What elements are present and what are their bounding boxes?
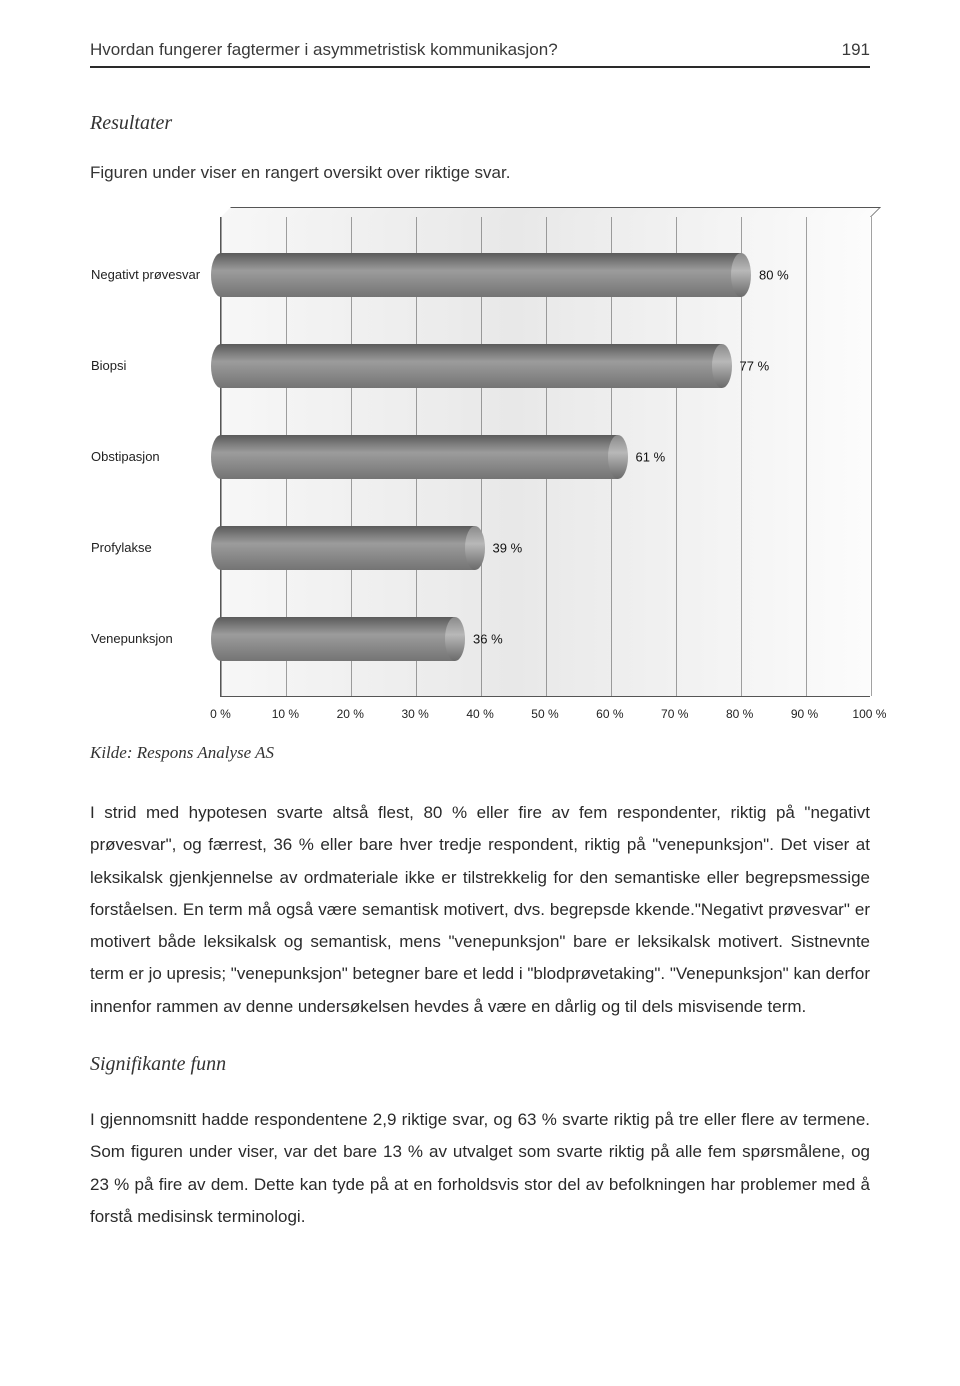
bar-category-label: Negativt prøvesvar: [91, 267, 211, 282]
x-tick-label: 0 %: [210, 707, 231, 721]
bar-cap-left: [211, 526, 231, 570]
section-heading-resultater: Resultater: [90, 112, 870, 135]
bar-value-label: 39 %: [493, 540, 523, 555]
x-tick-label: 40 %: [466, 707, 493, 721]
x-tick: 80 %: [739, 707, 740, 719]
body-paragraph-2: I gjennomsnitt hadde respondentene 2,9 r…: [90, 1104, 870, 1233]
bar-cap-left: [211, 617, 231, 661]
x-tick-label: 30 %: [401, 707, 428, 721]
x-tick-label: 70 %: [661, 707, 688, 721]
x-tick-label: 100 %: [852, 707, 886, 721]
x-tick: 70 %: [674, 707, 675, 719]
bar-row: Negativt prøvesvar80 %: [221, 245, 870, 305]
chart-source: Kilde: Respons Analyse AS: [90, 743, 870, 763]
x-tick-label: 50 %: [531, 707, 558, 721]
figure-intro: Figuren under viser en rangert oversikt …: [90, 163, 870, 183]
bar-value-label: 61 %: [636, 449, 666, 464]
x-tick-label: 10 %: [272, 707, 299, 721]
bar: 80 %: [221, 253, 741, 297]
bar-row: Venepunksjon36 %: [221, 609, 870, 669]
bar-cap-left: [211, 253, 231, 297]
bar-row: Biopsi77 %: [221, 336, 870, 396]
bar: 36 %: [221, 617, 455, 661]
bar-value-label: 36 %: [473, 631, 503, 646]
x-tick: 20 %: [350, 707, 351, 719]
section-heading-signifikante: Signifikante funn: [90, 1053, 870, 1076]
bar-category-label: Venepunksjon: [91, 631, 211, 646]
running-head: Hvordan fungerer fagtermer i asymmetrist…: [90, 40, 870, 60]
bar-cap-left: [211, 435, 231, 479]
bar-category-label: Obstipasjon: [91, 449, 211, 464]
x-tick-label: 90 %: [791, 707, 818, 721]
page-number: 191: [842, 40, 870, 60]
bar-value-label: 80 %: [759, 267, 789, 282]
bar-cap-right: [465, 526, 485, 570]
bar-row: Profylakse39 %: [221, 518, 870, 578]
bar-value-label: 77 %: [740, 358, 770, 373]
x-tick: 10 %: [285, 707, 286, 719]
bar-row: Obstipasjon61 %: [221, 427, 870, 487]
x-tick-label: 20 %: [337, 707, 364, 721]
bar-cap-right: [608, 435, 628, 479]
gridline: [871, 217, 872, 696]
bar-category-label: Profylakse: [91, 540, 211, 555]
chart-plot-area: Negativt prøvesvar80 % Biopsi77 % Obstipas…: [220, 217, 870, 697]
header-rule: [90, 66, 870, 68]
x-tick: 30 %: [415, 707, 416, 719]
bar: 61 %: [221, 435, 618, 479]
bar-cap-right: [712, 344, 732, 388]
chart-x-axis: 0 % 10 % 20 % 30 % 40 % 50 % 60 % 70 % 80 % 90 % 1…: [220, 697, 870, 719]
bar-category-label: Biopsi: [91, 358, 211, 373]
chart-3d-top: [221, 207, 881, 217]
bar-chart: Negativt prøvesvar80 %Biopsi77 %Obstipas…: [90, 217, 870, 719]
body-paragraph-1: I strid med hypotesen svarte altså flest…: [90, 797, 870, 1023]
bar-cap-right: [445, 617, 465, 661]
running-title: Hvordan fungerer fagtermer i asymmetrist…: [90, 40, 558, 60]
x-tick: 100 %: [869, 707, 870, 719]
x-tick: 90 %: [804, 707, 805, 719]
bar-cap-left: [211, 344, 231, 388]
x-tick: 60 %: [609, 707, 610, 719]
bar: 39 %: [221, 526, 475, 570]
x-tick: 40 %: [480, 707, 481, 719]
x-tick-label: 60 %: [596, 707, 623, 721]
x-tick: 50 %: [544, 707, 545, 719]
x-tick-label: 80 %: [726, 707, 753, 721]
bar: 77 %: [221, 344, 722, 388]
bar-cap-right: [731, 253, 751, 297]
x-tick: 0 %: [220, 707, 221, 719]
